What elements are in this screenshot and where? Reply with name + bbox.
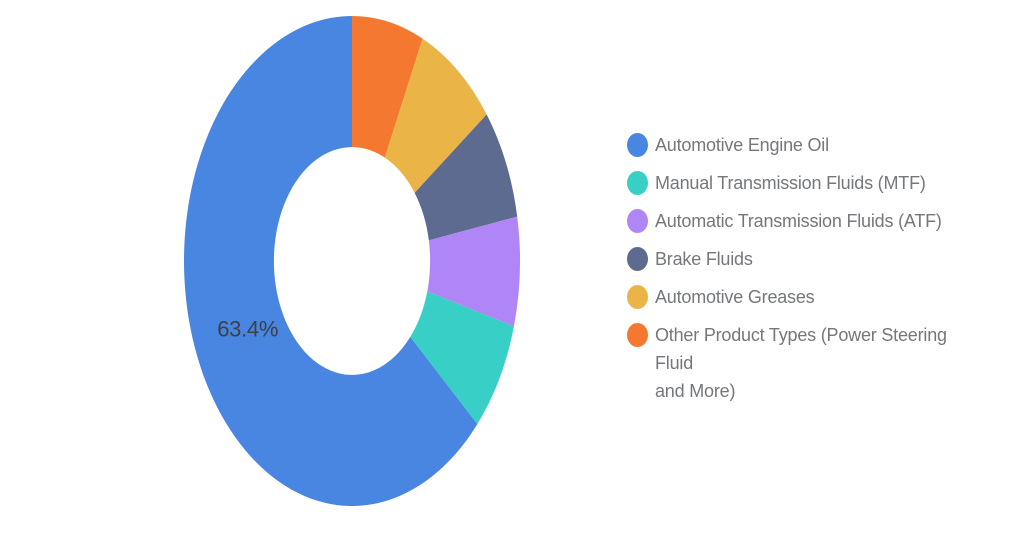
legend-item-label: Automotive Greases (655, 287, 815, 307)
pie-slice-brake-fluids[interactable] (414, 114, 518, 241)
legend-dot-icon (627, 323, 648, 347)
slice-percent-label: 63.4% (217, 317, 278, 342)
pie-slice-automatic-transmission-fluids-atf[interactable] (427, 216, 521, 327)
legend-dot-icon (627, 285, 648, 309)
pie-slice-automotive-engine-oil[interactable] (184, 16, 478, 506)
legend-dot-icon (627, 171, 648, 195)
legend-item-brake-fluids[interactable]: Brake Fluids (627, 245, 977, 273)
legend-item-label: Automotive Engine Oil (655, 135, 829, 155)
pie-slice-other-product-types-power-steering-fluid-and-more[interactable] (352, 16, 423, 158)
legend-item-label: Automatic Transmission Fluids (ATF) (655, 211, 942, 231)
legend-item-automatic-transmission-fluids-atf[interactable]: Automatic Transmission Fluids (ATF) (627, 207, 977, 235)
legend-item-automotive-greases[interactable]: Automotive Greases (627, 283, 977, 311)
legend-item-other-product-types-power-steering-fluid-and-more[interactable]: Other Product Types (Power Steering Flui… (627, 321, 977, 405)
legend-item-label: Manual Transmission Fluids (MTF) (655, 173, 926, 193)
legend-item-label: Other Product Types (Power Steering Flui… (655, 325, 947, 401)
pie-slice-manual-transmission-fluids-mtf[interactable] (410, 291, 514, 425)
pie-slice-automotive-greases[interactable] (384, 38, 487, 193)
chart-legend: Automotive Engine Oil Manual Transmission… (627, 131, 977, 405)
legend-item-automotive-engine-oil[interactable]: Automotive Engine Oil (627, 131, 977, 159)
legend-item-label: Brake Fluids (655, 249, 753, 269)
legend-dot-icon (627, 209, 648, 233)
legend-dot-icon (627, 133, 648, 157)
legend-dot-icon (627, 247, 648, 271)
legend-item-manual-transmission-fluids-mtf[interactable]: Manual Transmission Fluids (MTF) (627, 169, 977, 197)
